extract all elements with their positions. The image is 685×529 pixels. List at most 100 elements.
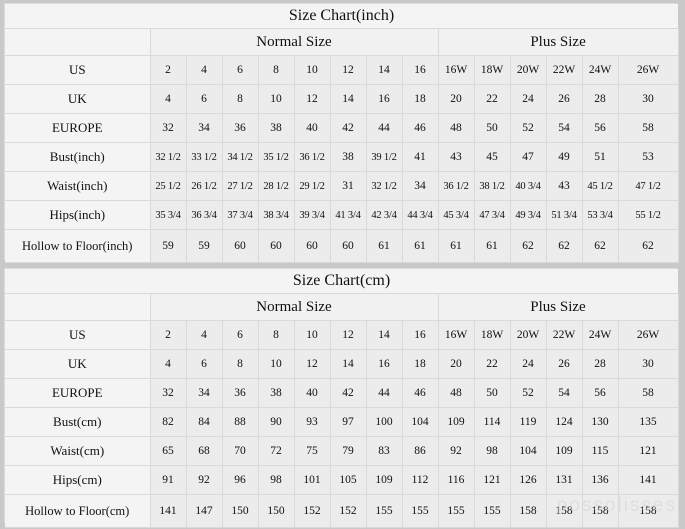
table-cell: 36 1/2 [293, 142, 331, 172]
table-cell: 28 [581, 349, 619, 379]
row-label-bust-inch: Bust(inch) [5, 142, 151, 172]
table-cell: 70 [221, 436, 259, 466]
table-cell: 59 [185, 229, 223, 263]
title-row: Size Chart(cm) [5, 269, 679, 294]
table-cell: 158 [509, 494, 547, 528]
table-cell: 45 3/4 [437, 200, 475, 230]
table-cell: 155 [437, 494, 475, 528]
table-cell: 38 3/4 [257, 200, 295, 230]
chart-title: Size Chart(cm) [5, 269, 679, 294]
table-cell: 24W [581, 320, 619, 350]
table-cell: 58 [617, 113, 679, 143]
table-cell: 14 [365, 55, 403, 85]
table-cell: 62 [545, 229, 583, 263]
table-cell: 52 [509, 113, 547, 143]
table-cell: 98 [473, 436, 511, 466]
row-label-hips-inch: Hips(inch) [5, 200, 151, 230]
group-header-spacer [5, 28, 151, 56]
row-label-uk: UK [5, 84, 151, 114]
table-cell: 25 1/2 [149, 171, 187, 201]
table-cell: 36 [221, 113, 259, 143]
table-cell: 34 [185, 378, 223, 408]
table-cell: 47 [509, 142, 547, 172]
table-row: Bust(inch) 32 1/2 33 1/2 34 1/2 35 1/2 36 1/2… [5, 142, 679, 172]
table-cell: 29 1/2 [293, 171, 331, 201]
table-cell: 92 [185, 465, 223, 495]
table-cell: 20 [437, 84, 475, 114]
table-cell: 34 [185, 113, 223, 143]
table-cell: 49 [545, 142, 583, 172]
table-cell: 59 [149, 229, 187, 263]
table-cell: 10 [293, 320, 331, 350]
row-label-waist-cm: Waist(cm) [5, 436, 151, 466]
table-cell: 48 [437, 378, 475, 408]
table-cell: 4 [185, 55, 223, 85]
table-cell: 155 [365, 494, 403, 528]
table-cell: 8 [257, 320, 295, 350]
table-cell: 68 [185, 436, 223, 466]
table-cell: 158 [545, 494, 583, 528]
table-cell: 56 [581, 378, 619, 408]
table-cell: 124 [545, 407, 583, 437]
table-cell: 135 [617, 407, 679, 437]
table-cell: 96 [221, 465, 259, 495]
table-cell: 46 [401, 113, 439, 143]
table-cell: 52 [509, 378, 547, 408]
table-cell: 10 [257, 349, 295, 379]
table-cell: 155 [401, 494, 439, 528]
table-row: Waist(cm) 65 68 70 72 75 79 83 86 92 98 104 109 115 12… [5, 436, 679, 466]
table-cell: 44 3/4 [401, 200, 439, 230]
table-cell: 42 3/4 [365, 200, 403, 230]
table-cell: 45 [473, 142, 511, 172]
table-cell: 36 1/2 [437, 171, 475, 201]
table-cell: 31 [329, 171, 367, 201]
table-cell: 27 1/2 [221, 171, 259, 201]
table-cell: 16W [437, 55, 475, 85]
table-cell: 30 [617, 84, 679, 114]
table-cell: 36 [221, 378, 259, 408]
table-cell: 4 [185, 320, 223, 350]
table-cell: 53 [617, 142, 679, 172]
table-cell: 6 [185, 84, 223, 114]
table-cell: 24W [581, 55, 619, 85]
table-cell: 26 1/2 [185, 171, 223, 201]
table-cell: 79 [329, 436, 367, 466]
table-cell: 18 [401, 349, 439, 379]
table-cell: 83 [365, 436, 403, 466]
group-header-row: Normal Size Plus Size [5, 28, 679, 56]
table-cell: 104 [401, 407, 439, 437]
table-cell: 61 [401, 229, 439, 263]
table-cell: 32 [149, 378, 187, 408]
table-cell: 6 [185, 349, 223, 379]
table-cell: 60 [293, 229, 331, 263]
size-table-cm: Size Chart(cm) Normal Size Plus Size US 2 4 6… [5, 269, 679, 528]
table-cell: 40 [293, 113, 331, 143]
table-cell: 49 3/4 [509, 200, 547, 230]
table-cell: 12 [329, 320, 367, 350]
table-cell: 16 [365, 84, 403, 114]
table-cell: 60 [329, 229, 367, 263]
table-cell: 47 1/2 [617, 171, 679, 201]
table-cell: 48 [437, 113, 475, 143]
table-row: EUROPE 32 34 36 38 40 42 44 46 48 50 52 54 56 58 [5, 378, 679, 408]
table-cell: 65 [149, 436, 187, 466]
table-cell: 55 1/2 [617, 200, 679, 230]
table-cell: 97 [329, 407, 367, 437]
table-cell: 109 [545, 436, 583, 466]
table-cell: 147 [185, 494, 223, 528]
table-cell: 8 [221, 349, 259, 379]
table-cell: 22 [473, 84, 511, 114]
table-cell: 24 [509, 84, 547, 114]
chart-title: Size Chart(inch) [5, 4, 679, 29]
table-cell: 119 [509, 407, 547, 437]
table-cell: 112 [401, 465, 439, 495]
table-cell: 62 [581, 229, 619, 263]
table-cell: 10 [257, 84, 295, 114]
table-cell: 35 1/2 [257, 142, 295, 172]
row-label-hips-cm: Hips(cm) [5, 465, 151, 495]
group-header-normal-size: Normal Size [149, 28, 439, 56]
table-cell: 32 1/2 [365, 171, 403, 201]
table-cell: 155 [473, 494, 511, 528]
table-cell: 16 [401, 55, 439, 85]
